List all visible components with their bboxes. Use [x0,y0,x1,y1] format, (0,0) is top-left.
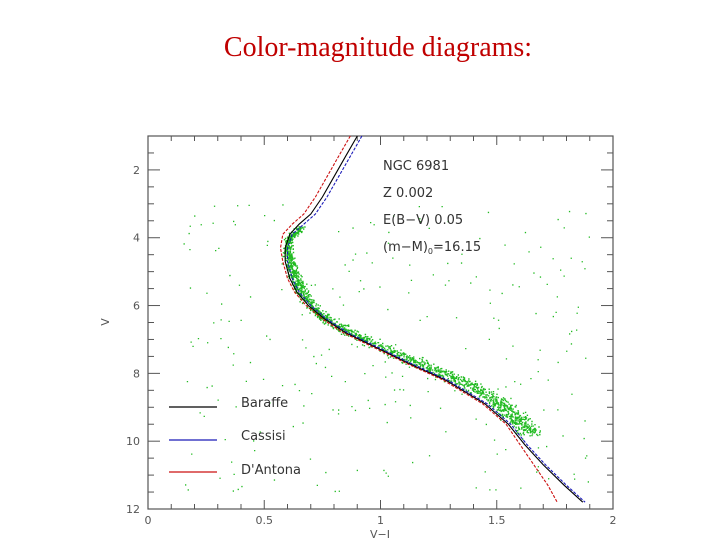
y-tick-label: 2 [133,164,140,177]
legend-label-cassisi: Cassisi [241,429,286,444]
x-tick-label: 1.5 [488,514,506,527]
y-tick-label: 4 [133,232,140,245]
x-tick-label: 0 [145,514,152,527]
dm-subscript: 0 [428,247,433,256]
isochrone-lines [279,135,586,503]
y-tick-label: 8 [133,367,140,380]
x-tick-label: 2 [610,514,617,527]
tick-labels: 0 0.5 1 1.5 2 2 4 6 8 10 12 [126,164,617,527]
plot-panel: 0 0.5 1 1.5 2 2 4 6 8 10 12 V−I V NGC 6981 Z 0.002… [96,126,630,541]
x-tick-label: 0.5 [256,514,274,527]
legend-label-baraffe: Baraffe [241,396,288,411]
x-tick-label: 1 [377,514,384,527]
plot-frame [147,135,614,510]
legend: Baraffe Cassisi D'Antona [169,396,301,478]
y-tick-label: 12 [126,503,140,516]
y-axis-label: V [99,318,112,326]
cmd-chart: 0 0.5 1 1.5 2 2 4 6 8 10 12 V−I V NGC 6981 Z 0.002… [99,135,617,541]
isochrone-baraffe [284,135,584,503]
y-tick-label: 10 [126,435,140,448]
slide-title: Color-magnitude diagrams: [223,32,533,63]
annotation-metallicity: Z 0.002 [383,186,433,201]
annotation-distance-modulus: (m−M)0=16.15 [383,240,481,256]
dm-value: =16.15 [433,240,481,255]
x-axis-label: V−I [370,528,390,540]
axis-ticks [147,135,614,510]
dm-prefix: (m−M) [383,240,428,255]
annotation-reddening: E(B−V) 0.05 [383,213,463,228]
legend-label-dantona: D'Antona [241,463,301,478]
isochrone-cassisi [286,135,586,503]
isochrone-dantona [279,135,558,503]
annotation-cluster: NGC 6981 [383,159,449,174]
annotation-block: NGC 6981 Z 0.002 E(B−V) 0.05 (m−M)0=16.1… [383,159,481,256]
y-tick-label: 6 [133,300,140,313]
